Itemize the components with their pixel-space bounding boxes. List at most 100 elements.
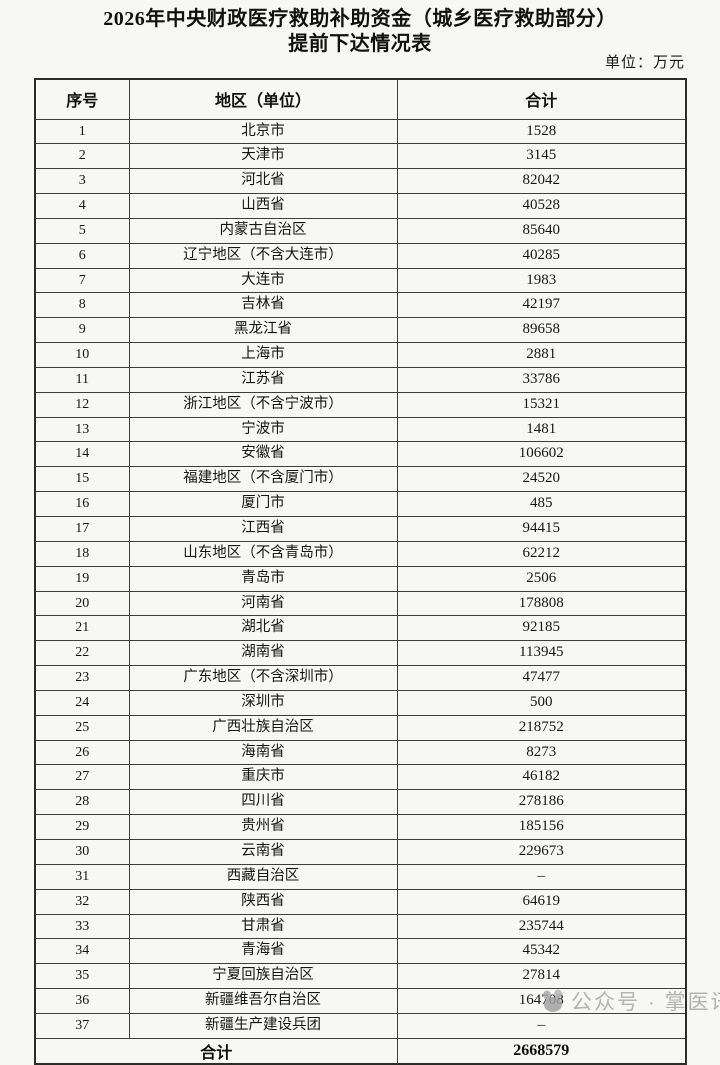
row-region-cell: 西藏自治区 xyxy=(128,863,398,890)
table-row: 37 新疆生产建设兵团 – xyxy=(34,1012,687,1039)
table-row: 2 天津市 3145 xyxy=(34,143,687,170)
table-row: 10 上海市 2881 xyxy=(34,342,687,368)
document-page: 2026年中央财政医疗救助补助资金（城乡医疗救助部分） 提前下达情况表 单位：万… xyxy=(34,8,720,1065)
row-region-cell: 青海省 xyxy=(128,938,398,965)
row-index-cell: 12 xyxy=(34,391,130,418)
row-index-cell: 27 xyxy=(34,764,130,791)
row-region-cell: 江西省 xyxy=(128,516,398,542)
row-region-cell: 深圳市 xyxy=(128,689,398,716)
table-row: 34 青海省 45342 xyxy=(34,938,687,965)
row-region-cell: 四川省 xyxy=(128,789,398,816)
total-row-value: 2668579 xyxy=(396,1037,687,1065)
table-row: 36 新疆维吾尔自治区 164708 xyxy=(34,988,687,1014)
table-row: 26 海南省 8273 xyxy=(34,739,687,766)
row-total-cell: 33786 xyxy=(396,366,687,393)
row-region-cell: 上海市 xyxy=(128,342,398,368)
row-region-cell: 福建地区（不含厦门市） xyxy=(128,466,398,493)
row-total-cell: 62212 xyxy=(396,540,687,567)
table-row: 15 福建地区（不含厦门市） 24520 xyxy=(34,466,687,493)
row-total-cell: 218752 xyxy=(396,714,687,741)
row-total-cell: 42197 xyxy=(396,292,687,319)
table-row: 17 江西省 94415 xyxy=(34,516,687,542)
row-index-cell: 7 xyxy=(34,267,130,294)
row-index-cell: 20 xyxy=(34,590,130,617)
row-region-cell: 湖北省 xyxy=(128,615,398,642)
row-index-cell: 26 xyxy=(34,739,130,766)
table-total-row: 合计 2668579 xyxy=(34,1037,687,1065)
row-total-cell: 27814 xyxy=(396,963,687,990)
row-total-cell: 2881 xyxy=(396,342,687,368)
table-row: 9 黑龙江省 89658 xyxy=(34,317,687,344)
row-region-cell: 湖南省 xyxy=(128,640,398,667)
row-index-cell: 6 xyxy=(34,242,130,269)
row-region-cell: 吉林省 xyxy=(128,292,398,319)
row-index-cell: 18 xyxy=(34,540,130,567)
table-row: 8 吉林省 42197 xyxy=(34,292,687,319)
table-row: 3 河北省 82042 xyxy=(34,168,687,195)
row-total-cell: 85640 xyxy=(396,217,687,244)
row-index-cell: 2 xyxy=(34,143,130,170)
row-region-cell: 新疆生产建设兵团 xyxy=(128,1012,398,1039)
row-region-cell: 海南省 xyxy=(128,739,398,766)
row-index-cell: 37 xyxy=(34,1012,130,1039)
row-total-cell: 1481 xyxy=(396,416,687,443)
row-region-cell: 新疆维吾尔自治区 xyxy=(128,988,398,1014)
row-index-cell: 17 xyxy=(34,516,130,542)
row-total-cell: 24520 xyxy=(396,466,687,493)
row-index-cell: 33 xyxy=(34,913,130,940)
row-region-cell: 内蒙古自治区 xyxy=(128,217,398,244)
table-row: 29 贵州省 185156 xyxy=(34,814,687,840)
row-index-cell: 11 xyxy=(34,366,130,393)
row-total-cell: 185156 xyxy=(396,814,687,840)
row-total-cell: 15321 xyxy=(396,391,687,418)
row-total-cell: 45342 xyxy=(396,938,687,965)
unit-label: 单位：万元 xyxy=(604,55,685,71)
table-row: 25 广西壮族自治区 218752 xyxy=(34,714,687,741)
table-row: 1 北京市 1528 xyxy=(34,118,687,145)
page-title-line2: 提前下达情况表 xyxy=(288,33,432,55)
row-total-cell: 47477 xyxy=(396,665,687,691)
row-total-cell: 178808 xyxy=(396,590,687,617)
table-row: 32 陕西省 64619 xyxy=(34,888,687,915)
row-region-cell: 北京市 xyxy=(128,118,398,145)
row-index-cell: 21 xyxy=(34,615,130,642)
row-total-cell: 40528 xyxy=(396,193,687,219)
row-total-cell: 2506 xyxy=(396,565,687,592)
row-index-cell: 28 xyxy=(34,789,130,816)
row-total-cell: 64619 xyxy=(396,888,687,915)
row-total-cell: 3145 xyxy=(396,143,687,170)
row-total-cell: 106602 xyxy=(396,441,687,468)
row-index-cell: 36 xyxy=(34,988,130,1014)
table-row: 4 山西省 40528 xyxy=(34,193,687,219)
row-total-cell: 46182 xyxy=(396,764,687,791)
table-row: 30 云南省 229673 xyxy=(34,838,687,865)
row-index-cell: 23 xyxy=(34,665,130,691)
row-region-cell: 宁夏回族自治区 xyxy=(128,963,398,990)
row-index-cell: 1 xyxy=(34,118,130,145)
row-region-cell: 贵州省 xyxy=(128,814,398,840)
row-region-cell: 重庆市 xyxy=(128,764,398,791)
allocation-table: 序号 地区（单位） 合计 1 北京市 1528 2 天津市 3145 3 河北省… xyxy=(34,78,687,1065)
row-index-cell: 14 xyxy=(34,441,130,468)
table-row: 27 重庆市 46182 xyxy=(34,764,687,791)
row-total-cell: 40285 xyxy=(396,242,687,269)
row-region-cell: 浙江地区（不含宁波市） xyxy=(128,391,398,418)
row-total-cell: 89658 xyxy=(396,317,687,344)
table-row: 23 广东地区（不含深圳市） 47477 xyxy=(34,665,687,691)
row-index-cell: 34 xyxy=(34,938,130,965)
row-total-cell: 82042 xyxy=(396,168,687,195)
row-index-cell: 31 xyxy=(34,863,130,890)
row-region-cell: 青岛市 xyxy=(128,565,398,592)
table-row: 12 浙江地区（不含宁波市） 15321 xyxy=(34,391,687,418)
col-header-region: 地区（单位） xyxy=(128,78,398,120)
row-total-cell: 94415 xyxy=(396,516,687,542)
table-row: 35 宁夏回族自治区 27814 xyxy=(34,963,687,990)
row-region-cell: 辽宁地区（不含大连市） xyxy=(128,242,398,269)
row-index-cell: 32 xyxy=(34,888,130,915)
page-title-line1: 2026年中央财政医疗救助补助资金（城乡医疗救助部分） xyxy=(103,8,617,30)
row-index-cell: 9 xyxy=(34,317,130,344)
row-region-cell: 河北省 xyxy=(128,168,398,195)
row-region-cell: 广东地区（不含深圳市） xyxy=(128,665,398,691)
row-total-cell: 1528 xyxy=(396,118,687,145)
table-row: 28 四川省 278186 xyxy=(34,789,687,816)
